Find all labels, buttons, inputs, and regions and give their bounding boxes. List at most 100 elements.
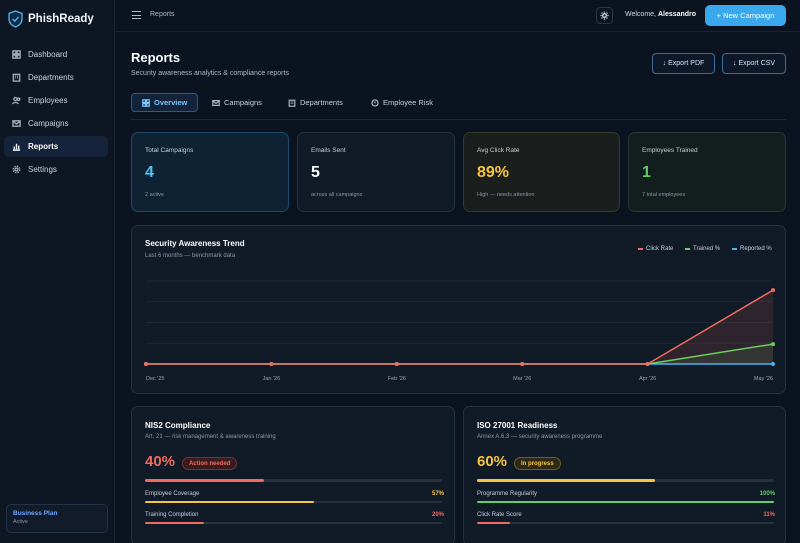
metric-progress-fill: [145, 501, 315, 503]
sidebar-item-label: Reports: [28, 142, 59, 151]
data-point: [144, 362, 148, 366]
data-point: [771, 288, 775, 293]
metric-label: Programme Regularity: [477, 491, 538, 497]
metric-value: 57%: [431, 491, 444, 497]
tab-label: Departments: [300, 98, 343, 107]
x-tick-label: Dec '25: [146, 376, 164, 382]
tab-departments[interactable]: Departments: [288, 93, 343, 112]
breadcrumb: Reports: [150, 11, 175, 18]
metric-progress-fill: [477, 522, 510, 524]
sidebar-nav: Dashboard Departments Employees Campaign…: [4, 44, 108, 182]
x-tick-label: Apr '26: [639, 376, 656, 382]
sidebar-item-label: Employees: [28, 96, 68, 105]
tab-campaigns[interactable]: Campaigns: [212, 93, 262, 112]
sidebar-item-dashboard[interactable]: Dashboard: [4, 44, 108, 65]
tab-label: Overview: [154, 98, 188, 107]
metric-progress-bar: [145, 501, 442, 503]
stat-card-total-campaigns: Total Campaigns 4 2 active: [131, 132, 289, 212]
download-icon: ↓: [732, 60, 737, 67]
metric-progress-bar: [477, 522, 774, 524]
status-badge: Action needed: [182, 457, 238, 470]
compliance-percent: 60%: [477, 453, 508, 470]
stat-label: Emails Sent: [311, 147, 346, 154]
metric-label: Employee Coverage: [145, 491, 200, 497]
metric-progress-fill: [145, 522, 205, 524]
stat-sub: 2 active: [145, 192, 164, 198]
trend-chart-card: Security Awareness Trend Last 6 months —…: [131, 225, 786, 394]
export-csv-label: Export CSV: [738, 60, 776, 67]
stat-sub: across all campaigns: [311, 192, 363, 198]
iso27001-readiness-card: ISO 27001 Readiness Annex A.6.3 — securi…: [463, 406, 786, 543]
series-area: [146, 344, 773, 364]
series-line: [146, 289, 774, 365]
data-point: [771, 362, 775, 366]
tab-label: Campaigns: [224, 98, 262, 107]
mail-icon: [212, 99, 220, 106]
sidebar-item-label: Campaigns: [28, 119, 69, 128]
status-badge: In progress: [514, 457, 561, 470]
metric-label: Training Completion: [145, 512, 199, 518]
compliance-progress-fill: [477, 479, 656, 482]
data-point: [394, 362, 399, 366]
stat-label: Employees Trained: [642, 147, 698, 154]
stat-card-employees-trained: Employees Trained 1 7 total employees: [628, 132, 786, 212]
plan-name: Business Plan: [13, 510, 58, 517]
plan-card[interactable]: Business Plan Active: [6, 504, 108, 533]
sidebar-item-campaigns[interactable]: Campaigns: [4, 113, 108, 134]
gear-icon: [12, 165, 21, 174]
compliance-title: ISO 27001 Readiness: [477, 421, 558, 430]
metric-value: 11%: [763, 512, 775, 518]
building-icon: [288, 99, 296, 107]
sidebar-item-employees[interactable]: Employees: [4, 90, 108, 111]
metric-value: 20%: [431, 512, 444, 518]
alert-circle-icon: [371, 98, 379, 107]
user-name: Alessandro: [657, 11, 697, 18]
compliance-progress-bar: [477, 479, 774, 482]
trend-chart: Dec '25 Jan '26 Feb '26 Mar '26 Apr '26 May '…: [144, 280, 775, 382]
shield-logo-icon: [8, 10, 23, 28]
x-tick-label: May '26: [754, 376, 773, 382]
sidebar-item-label: Dashboard: [28, 50, 68, 59]
welcome-message: Welcome, Alessandro: [625, 11, 696, 18]
menu-icon[interactable]: [132, 11, 141, 20]
sidebar-item-label: Settings: [28, 165, 57, 174]
metric-label: Click Rate Score: [477, 512, 522, 518]
legend-item-reported: Reported %: [732, 246, 772, 252]
new-campaign-button[interactable]: + New Campaign: [705, 5, 786, 26]
legend-label: Click Rate: [646, 246, 674, 252]
page-title: Reports: [131, 50, 181, 65]
compliance-title: NIS2 Compliance: [145, 421, 211, 430]
x-tick-label: Mar '26: [513, 376, 531, 382]
export-csv-button[interactable]: ↓ Export CSV: [722, 53, 786, 74]
welcome-prefix: Welcome,: [625, 11, 658, 18]
compliance-progress-bar: [145, 479, 442, 482]
tab-employee-risk[interactable]: Employee Risk: [371, 93, 433, 112]
series-area: [146, 290, 773, 364]
theme-toggle-button[interactable]: [596, 7, 613, 24]
logo[interactable]: PhishReady: [8, 10, 94, 28]
stat-card-avg-click-rate: Avg Click Rate 89% High — needs attentio…: [463, 132, 620, 212]
sidebar-item-reports[interactable]: Reports: [4, 136, 108, 157]
stat-value: 89%: [477, 164, 510, 181]
export-pdf-button[interactable]: ↓ Export PDF: [652, 53, 715, 74]
download-icon: ↓: [662, 60, 667, 67]
export-pdf-label: Export PDF: [668, 60, 705, 67]
sidebar-item-departments[interactable]: Departments: [4, 67, 108, 88]
compliance-subtitle: Annex A.6.3 — security awareness program…: [477, 434, 603, 440]
metric-progress-bar: [145, 522, 442, 524]
compliance-subtitle: Art. 21 — risk management & awareness tr…: [145, 434, 276, 440]
stat-value: 5: [311, 164, 320, 181]
data-point: [520, 362, 525, 366]
sidebar-item-settings[interactable]: Settings: [4, 159, 108, 180]
nis2-compliance-card: NIS2 Compliance Art. 21 — risk managemen…: [131, 406, 455, 543]
grid-icon: [12, 50, 21, 59]
tab-overview[interactable]: Overview: [131, 93, 199, 112]
x-tick-label: Feb '26: [388, 376, 406, 382]
stat-sub: High — needs attention: [477, 192, 535, 198]
legend-label: Trained %: [693, 246, 721, 252]
bar-chart-icon: [12, 143, 21, 151]
metric-value: 100%: [759, 491, 775, 497]
sidebar-item-label: Departments: [28, 73, 74, 82]
stat-label: Avg Click Rate: [477, 147, 520, 154]
stat-card-emails-sent: Emails Sent 5 across all campaigns: [297, 132, 455, 212]
